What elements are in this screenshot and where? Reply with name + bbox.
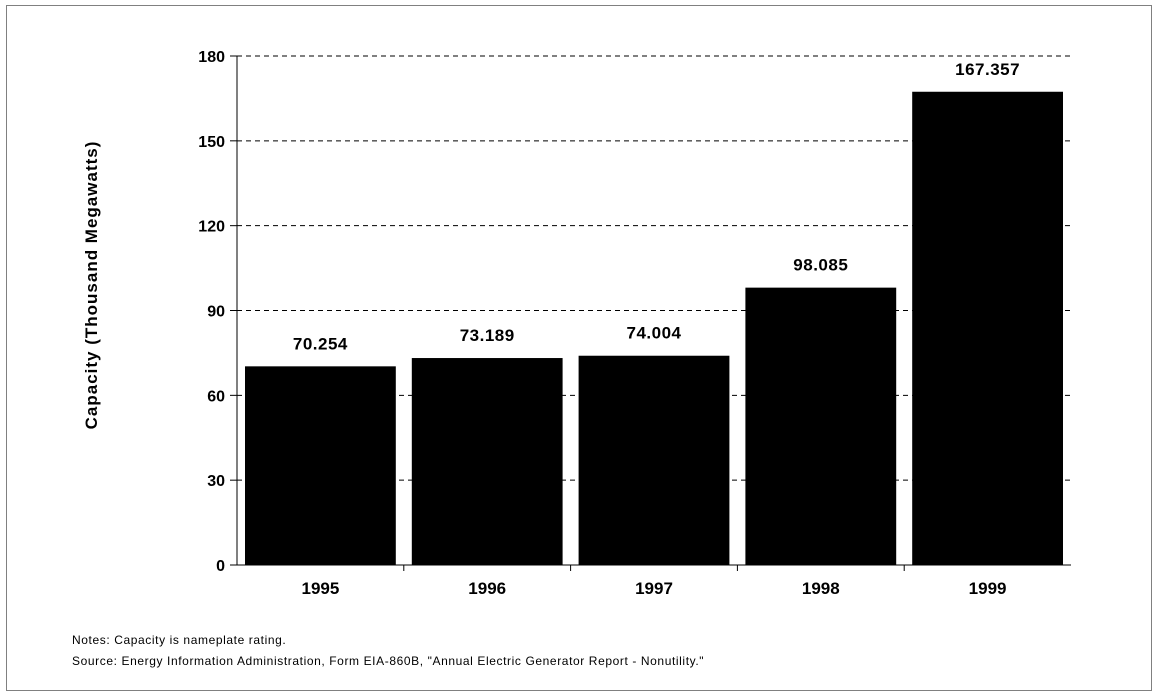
data-label-1998: 98.085 bbox=[793, 256, 848, 275]
y-tick-label: 90 bbox=[207, 304, 225, 321]
x-tick-label-1998: 1998 bbox=[802, 579, 840, 598]
y-tick-label: 180 bbox=[198, 49, 225, 66]
data-label-1995: 70.254 bbox=[293, 334, 348, 353]
data-label-1997: 74.004 bbox=[627, 324, 682, 343]
y-tick-label: 30 bbox=[207, 473, 225, 490]
source-text: Source: Energy Information Administratio… bbox=[72, 654, 705, 668]
y-tick-label: 150 bbox=[198, 134, 225, 151]
x-tick-label-1999: 1999 bbox=[969, 579, 1007, 598]
data-label-1999: 167.357 bbox=[955, 60, 1020, 79]
bar-1996 bbox=[411, 358, 563, 565]
labels: 0 30 60 90 120 150 180 70.254 1995 73.189 1996 74.0… bbox=[198, 49, 1020, 598]
y-tick-label: 120 bbox=[198, 219, 225, 236]
bar-1998 bbox=[745, 287, 897, 565]
y-tick-label: 0 bbox=[216, 558, 225, 575]
bar-1995 bbox=[245, 366, 396, 565]
y-axis-label: Capacity (Thousand Megawatts) bbox=[82, 141, 101, 430]
bar-1997 bbox=[578, 355, 730, 565]
data-label-1996: 73.189 bbox=[460, 326, 515, 345]
notes-text: Notes: Capacity is nameplate rating. bbox=[72, 633, 287, 647]
x-tick-label-1997: 1997 bbox=[635, 579, 673, 598]
bar-1999 bbox=[912, 91, 1063, 566]
x-tick-label-1995: 1995 bbox=[301, 579, 339, 598]
x-tick-label-1996: 1996 bbox=[468, 579, 506, 598]
bars bbox=[245, 91, 1063, 566]
y-tick-label: 60 bbox=[207, 388, 225, 405]
